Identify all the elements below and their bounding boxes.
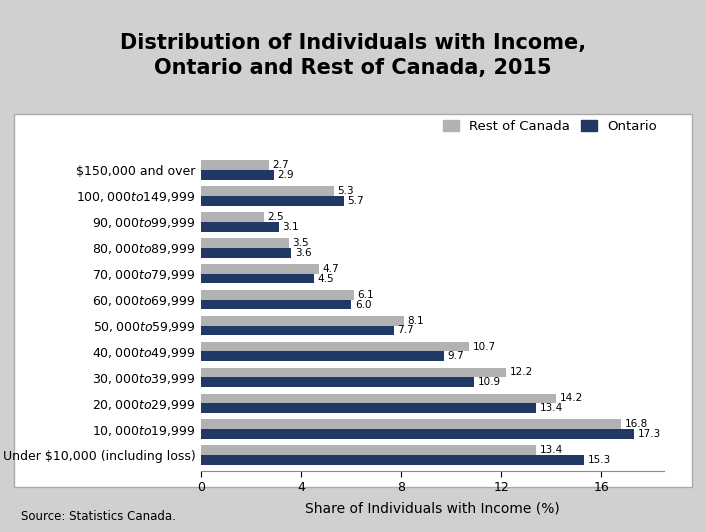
Text: 13.4: 13.4 [540, 445, 563, 455]
Bar [201, 170, 274, 180]
Bar [201, 419, 621, 429]
Bar [201, 290, 354, 300]
Text: 2.5: 2.5 [268, 212, 284, 222]
Bar [201, 377, 474, 387]
Text: 5.7: 5.7 [347, 196, 364, 206]
Bar [201, 352, 443, 361]
Text: 8.1: 8.1 [407, 315, 424, 326]
Text: 7.7: 7.7 [397, 326, 414, 336]
Bar [201, 248, 291, 257]
Legend: Rest of Canada, Ontario: Rest of Canada, Ontario [443, 120, 657, 133]
Text: 3.1: 3.1 [282, 222, 299, 231]
Text: 12.2: 12.2 [510, 368, 533, 378]
Bar [201, 238, 289, 248]
Text: 2.9: 2.9 [277, 170, 294, 180]
Bar [201, 264, 318, 273]
Bar [201, 273, 313, 284]
Text: 9.7: 9.7 [448, 352, 464, 361]
Bar [201, 368, 506, 377]
Bar [201, 394, 556, 403]
Text: 4.7: 4.7 [323, 264, 339, 273]
Text: 4.5: 4.5 [318, 273, 334, 284]
Text: Distribution of Individuals with Income,
Ontario and Rest of Canada, 2015: Distribution of Individuals with Income,… [120, 34, 586, 78]
Bar [201, 315, 404, 326]
Bar [201, 342, 469, 352]
Bar [201, 212, 264, 222]
Bar [201, 196, 344, 206]
Text: 15.3: 15.3 [587, 455, 611, 465]
Bar [201, 186, 334, 196]
Text: 14.2: 14.2 [560, 394, 583, 403]
Bar [201, 222, 279, 231]
Text: 10.9: 10.9 [477, 377, 501, 387]
Bar [201, 445, 536, 455]
Text: 16.8: 16.8 [625, 419, 648, 429]
Text: 13.4: 13.4 [540, 403, 563, 413]
Text: 6.0: 6.0 [355, 300, 371, 310]
Text: Source: Statistics Canada.: Source: Statistics Canada. [21, 510, 176, 522]
Bar [201, 160, 269, 170]
Bar [201, 429, 634, 439]
Text: 6.1: 6.1 [357, 289, 374, 300]
Text: 3.5: 3.5 [292, 238, 309, 248]
Text: 10.7: 10.7 [472, 342, 496, 352]
Bar [201, 300, 351, 310]
X-axis label: Share of Individuals with Income (%): Share of Individuals with Income (%) [305, 501, 560, 515]
Text: 3.6: 3.6 [295, 247, 311, 257]
Text: 2.7: 2.7 [273, 160, 289, 170]
Bar [201, 455, 584, 465]
Bar [201, 403, 536, 413]
Bar [201, 326, 394, 335]
Text: 17.3: 17.3 [638, 429, 661, 439]
Text: 5.3: 5.3 [337, 186, 354, 196]
